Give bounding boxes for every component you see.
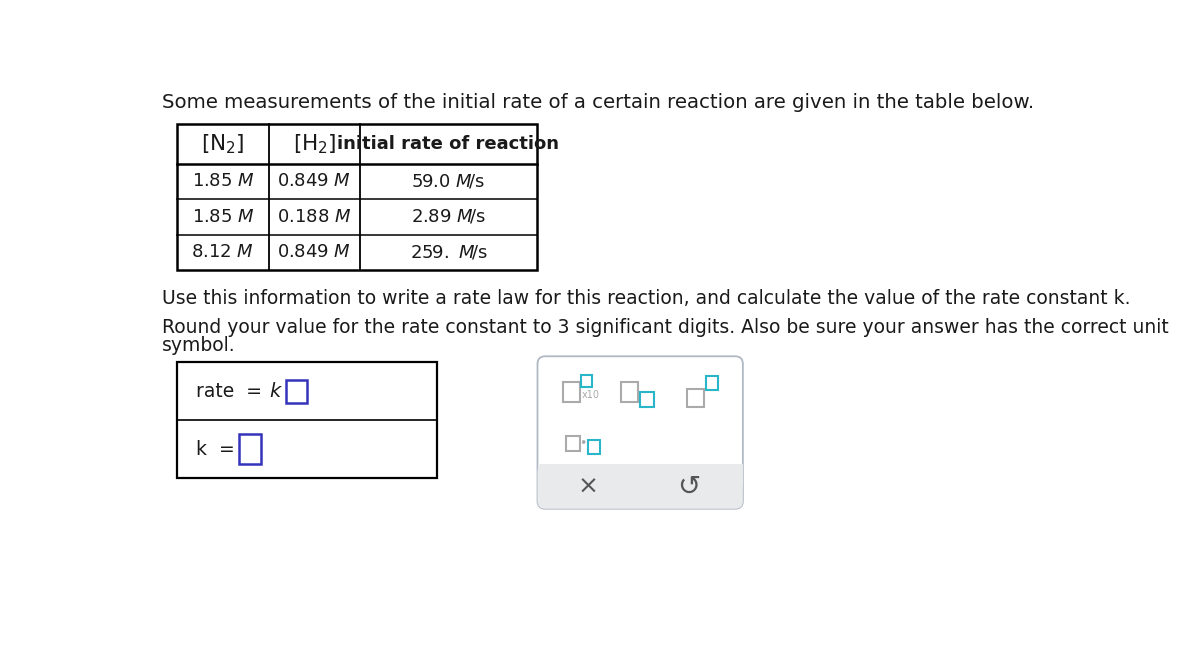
Text: $\left[\mathrm{N_2}\right]$: $\left[\mathrm{N_2}\right]$ [202,132,245,156]
Text: $0.849\ \mathit{M}$: $0.849\ \mathit{M}$ [277,173,352,190]
Text: •: • [578,437,586,450]
Bar [178,362,437,478]
Text: $8.12\ \mathit{M}$: $8.12\ \mathit{M}$ [191,243,254,262]
Text: Round your value for the rate constant to 3 significant digits. Also be sure you: Round your value for the rate constant t… [162,318,1169,337]
Bar [640,391,654,407]
Text: $\left[\mathrm{H_2}\right]$: $\left[\mathrm{H_2}\right]$ [293,132,336,156]
Text: $0.849\ \mathit{M}$: $0.849\ \mathit{M}$ [277,243,352,262]
Text: ×: × [577,474,599,498]
Text: symbol.: symbol. [162,336,235,355]
Bar [566,436,580,451]
Text: $59.0\ \mathit{M}\!/\mathrm{s}$: $59.0\ \mathit{M}\!/\mathrm{s}$ [412,173,485,190]
Bar [622,382,638,403]
Bar [286,380,307,403]
FancyBboxPatch shape [538,357,743,509]
Bar [581,375,592,387]
Text: ↺: ↺ [677,473,701,500]
Text: Use this information to write a rate law for this reaction, and calculate the va: Use this information to write a rate law… [162,289,1130,308]
Bar [588,440,600,454]
Bar [563,382,580,403]
Text: $1.85\ \mathit{M}$: $1.85\ \mathit{M}$ [192,208,254,226]
Text: $0.188\ \mathit{M}$: $0.188\ \mathit{M}$ [277,208,352,226]
Text: $2.89\ \mathit{M}\!/\mathrm{s}$: $2.89\ \mathit{M}\!/\mathrm{s}$ [412,208,486,226]
Bar [178,124,536,270]
Text: $259.\ \mathit{M}\!/\mathrm{s}$: $259.\ \mathit{M}\!/\mathrm{s}$ [409,243,487,262]
Bar [538,464,743,486]
Text: initial rate of reaction: initial rate of reaction [337,134,559,153]
Text: k  =: k = [197,440,235,459]
Text: $1.85\ \mathit{M}$: $1.85\ \mathit{M}$ [192,173,254,190]
Bar [706,376,718,390]
Text: Some measurements of the initial rate of a certain reaction are given in the tab: Some measurements of the initial rate of… [162,93,1033,112]
Text: $k$: $k$ [269,382,282,401]
FancyBboxPatch shape [538,464,743,509]
Bar [688,389,704,407]
Text: rate  =: rate = [197,382,275,401]
Text: x10: x10 [582,389,600,400]
Bar [239,434,260,464]
